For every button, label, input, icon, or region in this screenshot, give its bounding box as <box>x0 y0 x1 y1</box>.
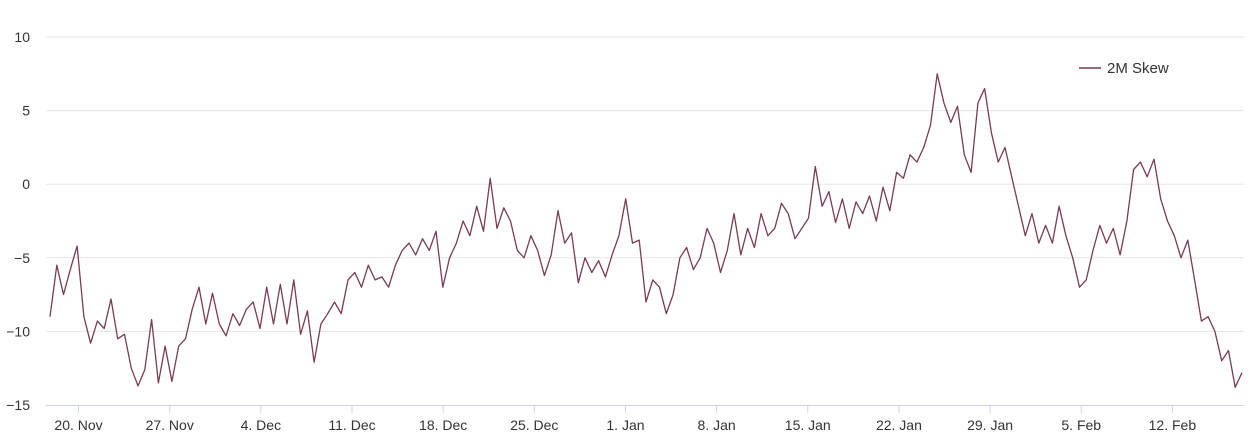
x-tick-label: 29. Jan <box>967 417 1013 433</box>
series-layer <box>49 73 1243 388</box>
y-tick-label: −10 <box>6 323 30 339</box>
y-tick-label: 5 <box>22 103 30 119</box>
x-tick-label: 25. Dec <box>510 417 558 433</box>
x-tick-label: 27. Nov <box>146 417 194 433</box>
x-tick-label: 11. Dec <box>328 417 375 433</box>
y-tick-label: −15 <box>6 397 30 413</box>
x-tick-label: 22. Jan <box>876 417 922 433</box>
x-tick-label: 12. Feb <box>1149 417 1197 433</box>
legend-label-2m-skew[interactable]: 2M Skew <box>1107 60 1169 77</box>
y-tick-label: −5 <box>14 250 30 266</box>
y-tick-label: 10 <box>14 29 30 45</box>
y-tick-label: 0 <box>22 176 30 192</box>
x-axis-labels: 20. Nov 27. Nov 4. Dec 11. Dec 18. Dec 25. De… <box>54 417 1196 433</box>
series-line-0[interactable] <box>49 73 1243 388</box>
x-tick-label: 8. Jan <box>698 417 736 433</box>
x-tick-label: 1. Jan <box>606 417 644 433</box>
x-tick-label: 4. Dec <box>241 417 281 433</box>
x-tick-label: 15. Jan <box>785 417 831 433</box>
grid-layer <box>46 36 1244 332</box>
legend[interactable]: 2M Skew <box>1079 60 1169 77</box>
x-tick-label: 5. Feb <box>1061 417 1101 433</box>
x-axis-ticks <box>78 405 1173 413</box>
x-tick-label: 18. Dec <box>419 417 467 433</box>
x-tick-label: 20. Nov <box>54 417 102 433</box>
y-axis-labels: 10 5 0 −5 −10 −15 <box>6 29 30 413</box>
